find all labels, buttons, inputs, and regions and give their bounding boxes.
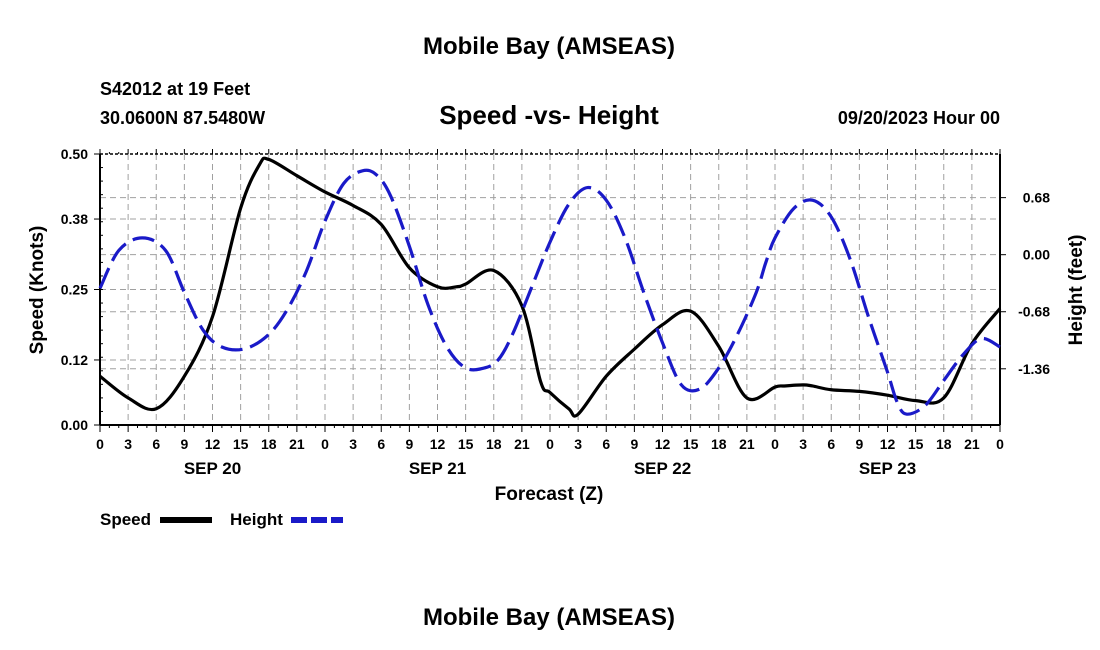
x-tick-label: 0 bbox=[96, 436, 104, 452]
x-tick-label: 12 bbox=[205, 436, 221, 452]
x-tick-label: 6 bbox=[377, 436, 385, 452]
y-axis-ticks: 0.00 0.12 0.25 0.38 0.50 bbox=[61, 146, 103, 433]
date-label: 09/20/2023 Hour 00 bbox=[838, 108, 1000, 128]
date-label: SEP 23 bbox=[859, 459, 916, 478]
x-tick-label: 18 bbox=[486, 436, 502, 452]
x-tick-label: 15 bbox=[233, 436, 249, 452]
x-tick-label: 9 bbox=[630, 436, 638, 452]
y2-axis-label: Height (feet) bbox=[1066, 235, 1087, 346]
y2-tick-label: -0.68 bbox=[1018, 304, 1050, 320]
grid-lines bbox=[100, 154, 1000, 425]
x-tick-label: 3 bbox=[799, 436, 807, 452]
x-tick-label: 21 bbox=[964, 436, 980, 452]
station-label: S42012 at 19 Feet bbox=[100, 79, 250, 99]
series-line-speed bbox=[99, 156, 1002, 418]
y-tick-label: 0.50 bbox=[61, 146, 88, 162]
x-tick-label: 18 bbox=[261, 436, 277, 452]
x-tick-label: 0 bbox=[996, 436, 1004, 452]
coords-label: 30.0600N 87.5480W bbox=[100, 108, 265, 128]
x-tick-label: 0 bbox=[771, 436, 779, 452]
chart-title: Speed -vs- Height bbox=[439, 100, 659, 130]
y2-axis-ticks: 0.68 0.00 -0.68 -1.36 bbox=[1000, 190, 1050, 377]
x-tick-label: 21 bbox=[739, 436, 755, 452]
series-line-height bbox=[98, 168, 1001, 416]
x-axis-ticks: 0 3 6 9 12 15 18 21 0 3 6 9 12 15 18 21 0 3 6 9 12 15 18 21 0 3 6 9… bbox=[96, 149, 1004, 478]
x-tick-label: 6 bbox=[827, 436, 835, 452]
y2-tick-label: 0.00 bbox=[1023, 247, 1050, 263]
x-tick-label: 3 bbox=[574, 436, 582, 452]
x-tick-label: 15 bbox=[458, 436, 474, 452]
date-label: SEP 22 bbox=[634, 459, 691, 478]
x-tick-label: 3 bbox=[349, 436, 357, 452]
legend: Speed Height bbox=[100, 510, 343, 529]
x-tick-label: 6 bbox=[602, 436, 610, 452]
date-label: SEP 21 bbox=[409, 459, 466, 478]
x-tick-label: 0 bbox=[321, 436, 329, 452]
x-tick-label: 21 bbox=[514, 436, 530, 452]
x-tick-label: 18 bbox=[711, 436, 727, 452]
x-tick-label: 15 bbox=[683, 436, 699, 452]
y-axis-label: Speed (Knots) bbox=[27, 226, 48, 355]
date-label: SEP 20 bbox=[184, 459, 241, 478]
footer-title: Mobile Bay (AMSEAS) bbox=[423, 604, 675, 631]
x-tick-label: 21 bbox=[289, 436, 305, 452]
y-tick-label: 0.38 bbox=[61, 211, 88, 227]
x-axis-label: Forecast (Z) bbox=[495, 484, 604, 505]
y-tick-label: 0.12 bbox=[61, 352, 88, 368]
x-tick-label: 12 bbox=[430, 436, 446, 452]
x-tick-label: 3 bbox=[124, 436, 132, 452]
x-tick-label: 18 bbox=[936, 436, 952, 452]
y2-tick-label: 0.68 bbox=[1023, 190, 1050, 206]
x-tick-label: 12 bbox=[880, 436, 896, 452]
y2-tick-label: -1.36 bbox=[1018, 361, 1050, 377]
page-title: Mobile Bay (AMSEAS) bbox=[423, 33, 675, 60]
legend-speed-label: Speed bbox=[100, 510, 151, 529]
x-tick-label: 6 bbox=[152, 436, 160, 452]
legend-height-label: Height bbox=[230, 510, 283, 529]
series-lines bbox=[98, 156, 1002, 418]
y-tick-label: 0.00 bbox=[61, 417, 88, 433]
x-tick-label: 0 bbox=[546, 436, 554, 452]
x-tick-label: 9 bbox=[405, 436, 413, 452]
x-tick-label: 9 bbox=[855, 436, 863, 452]
x-tick-label: 9 bbox=[180, 436, 188, 452]
y-tick-label: 0.25 bbox=[61, 282, 88, 298]
x-tick-label: 12 bbox=[655, 436, 671, 452]
x-tick-label: 15 bbox=[908, 436, 924, 452]
